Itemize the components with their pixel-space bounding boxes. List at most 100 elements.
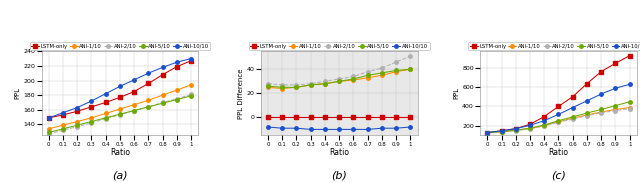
ANI-2/10 [102,117,109,120]
ANI-5/10 [173,98,180,101]
ANI-5/10 [321,83,329,85]
ANI-10/10 [188,57,195,60]
ANI-2/10 [292,84,300,86]
LSTM-only [392,116,400,118]
X-axis label: Ratio: Ratio [329,148,349,157]
ANI-5/10 [159,102,166,104]
ANI-1/10 [512,129,520,132]
ANI-2/10 [131,109,138,112]
LSTM-only [526,123,534,125]
ANI-10/10 [145,72,152,74]
ANI-10/10 [278,127,286,129]
ANI-10/10 [74,107,81,109]
ANI-1/10 [59,124,67,126]
LSTM-only [349,116,357,118]
Line: LSTM-only: LSTM-only [486,54,632,134]
ANI-5/10 [102,117,109,119]
LSTM-only [307,116,315,118]
ANI-10/10 [498,130,506,132]
Line: ANI-2/10: ANI-2/10 [486,107,632,135]
ANI-5/10 [392,69,400,72]
ANI-1/10 [321,83,329,85]
ANI-1/10 [292,86,300,88]
ANI-10/10 [292,127,300,129]
Line: ANI-2/10: ANI-2/10 [266,54,412,87]
ANI-2/10 [483,132,491,134]
Legend: LSTM-only, ANI-1/10, ANI-2/10, ANI-5/10, ANI-10/10: LSTM-only, ANI-1/10, ANI-2/10, ANI-5/10,… [249,42,429,50]
ANI-5/10 [540,124,548,126]
ANI-5/10 [483,132,491,134]
ANI-2/10 [583,115,591,117]
ANI-1/10 [378,74,386,76]
ANI-1/10 [131,104,138,106]
Legend: LSTM-only, ANI-1/10, ANI-2/10, ANI-5/10, ANI-10/10: LSTM-only, ANI-1/10, ANI-2/10, ANI-5/10,… [468,42,640,50]
ANI-2/10 [188,93,195,96]
ANI-10/10 [59,112,67,114]
Line: ANI-1/10: ANI-1/10 [266,68,412,90]
LSTM-only [612,62,620,64]
LSTM-only [145,82,152,85]
ANI-2/10 [335,78,343,80]
ANI-5/10 [612,104,620,107]
Text: (b): (b) [332,171,347,181]
X-axis label: Ratio: Ratio [548,148,568,157]
LSTM-only [626,55,634,57]
ANI-2/10 [597,112,605,114]
LSTM-only [173,66,180,68]
ANI-1/10 [45,128,52,130]
LSTM-only [378,116,386,118]
ANI-10/10 [364,128,371,130]
ANI-10/10 [526,124,534,126]
X-axis label: Ratio: Ratio [110,148,130,157]
ANI-10/10 [597,93,605,95]
ANI-5/10 [364,74,371,76]
ANI-2/10 [392,61,400,63]
ANI-5/10 [526,127,534,129]
ANI-5/10 [569,116,577,118]
ANI-1/10 [392,71,400,73]
ANI-1/10 [526,127,534,130]
ANI-10/10 [569,107,577,109]
ANI-1/10 [74,120,81,123]
ANI-2/10 [555,121,563,124]
ANI-2/10 [626,108,634,110]
LSTM-only [116,96,124,98]
Legend: LSTM-only, ANI-1/10, ANI-2/10, ANI-5/10, ANI-10/10: LSTM-only, ANI-1/10, ANI-2/10, ANI-5/10,… [29,42,210,50]
ANI-10/10 [406,126,414,128]
ANI-10/10 [512,128,520,130]
ANI-10/10 [378,127,386,129]
ANI-1/10 [364,77,371,79]
ANI-2/10 [349,75,357,78]
ANI-2/10 [116,114,124,116]
ANI-5/10 [335,80,343,82]
ANI-5/10 [626,101,634,103]
LSTM-only [59,114,67,116]
ANI-5/10 [88,120,95,123]
Y-axis label: PPL: PPL [15,87,20,99]
ANI-5/10 [583,112,591,114]
ANI-5/10 [116,113,124,115]
ANI-1/10 [540,124,548,127]
LSTM-only [45,117,52,119]
ANI-1/10 [116,108,124,110]
ANI-5/10 [264,85,272,87]
ANI-1/10 [102,112,109,115]
ANI-10/10 [307,128,315,130]
Line: ANI-5/10: ANI-5/10 [47,94,193,134]
ANI-1/10 [349,79,357,81]
LSTM-only [406,116,414,118]
ANI-2/10 [88,122,95,124]
Line: ANI-5/10: ANI-5/10 [266,68,412,89]
ANI-1/10 [569,117,577,119]
ANI-2/10 [569,118,577,120]
LSTM-only [512,128,520,130]
LSTM-only [88,106,95,108]
ANI-10/10 [131,79,138,81]
LSTM-only [483,131,491,134]
LSTM-only [321,116,329,118]
ANI-1/10 [88,117,95,119]
ANI-1/10 [173,89,180,91]
ANI-2/10 [307,83,315,85]
ANI-2/10 [526,128,534,130]
LSTM-only [555,105,563,107]
